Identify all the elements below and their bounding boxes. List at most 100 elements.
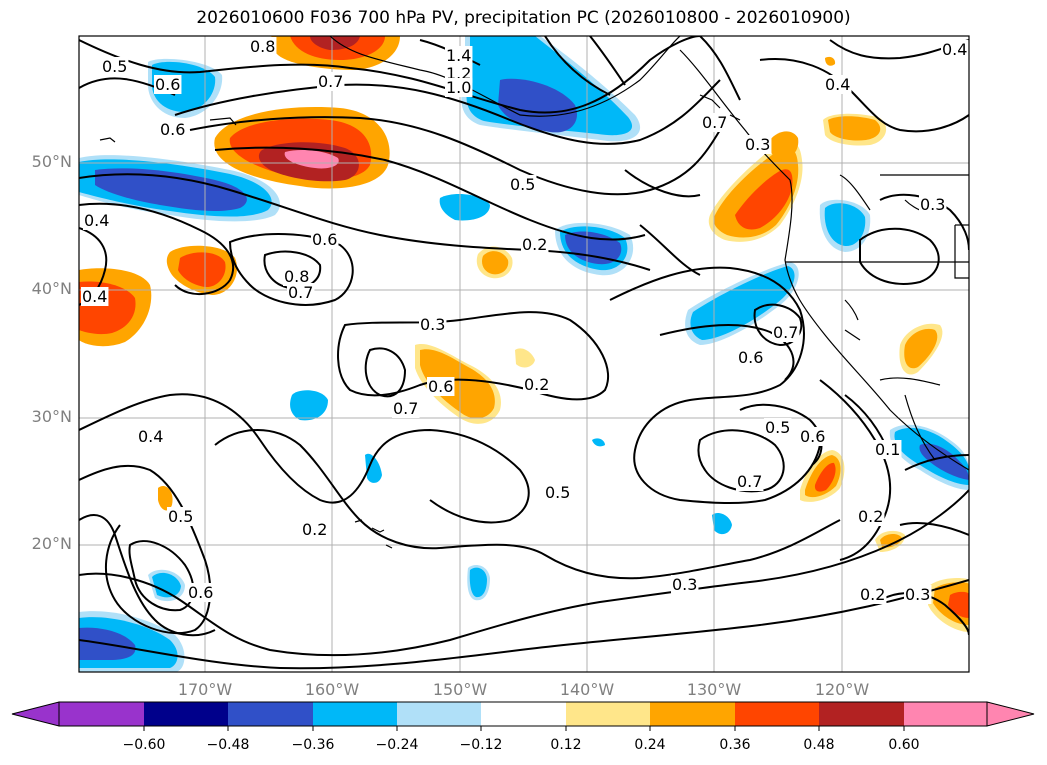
contour-label-halo <box>824 75 852 94</box>
colorbar-extend-max <box>986 701 1035 727</box>
contour-label: 0.2 <box>860 585 885 604</box>
contour-label: 0.4 <box>82 287 107 306</box>
colorbar <box>11 701 1035 731</box>
contour-label: 0.4 <box>942 40 967 59</box>
contour-label-halo <box>671 575 699 594</box>
contour-label-halo <box>521 235 549 254</box>
contour-label: 0.5 <box>510 175 535 194</box>
contour-label: 0.2 <box>524 375 549 394</box>
contour-label: 0.2 <box>858 507 883 526</box>
colorbar-bin <box>566 702 650 726</box>
lon-label: 160°W <box>304 680 360 699</box>
contour-label-halo <box>137 427 165 446</box>
contour-label: 0.7 <box>737 472 762 491</box>
contour-label: 0.6 <box>738 348 763 367</box>
contour-label-halo <box>764 418 792 437</box>
contour-label-halo <box>83 211 111 230</box>
contour-label-halo <box>154 75 182 94</box>
contour-label-halo <box>701 113 729 132</box>
colorbar-tick-label: −0.24 <box>375 737 419 753</box>
contour-label: 0.3 <box>420 315 445 334</box>
lon-label: 130°W <box>686 680 742 699</box>
contour-label-halo <box>81 287 109 306</box>
contour-label: 1.0 <box>446 78 471 97</box>
lat-label: 30°N <box>31 407 72 426</box>
map-frame <box>78 35 970 673</box>
colorbar-tick-label: −0.60 <box>122 737 166 753</box>
colorbar-tick-label: −0.12 <box>459 737 503 753</box>
contour-label-halo <box>249 37 277 56</box>
precip-positive-shading <box>79 36 969 632</box>
lat-label: 40°N <box>31 279 72 298</box>
colorbar-tick-label: 0.48 <box>803 737 835 753</box>
colorbar-tick-label: −0.36 <box>291 737 335 753</box>
contour-label-halo <box>737 348 765 367</box>
colorbar-tick-label: 0.24 <box>634 737 666 753</box>
contour-label-halo <box>874 440 902 459</box>
contour-label: 0.4 <box>825 75 850 94</box>
contour-label: 0.3 <box>745 135 770 154</box>
contour-label-halo <box>317 72 345 91</box>
contour-label-halo <box>283 267 311 286</box>
contour-label: 0.8 <box>250 37 275 56</box>
contour-label: 0.6 <box>312 230 337 249</box>
contour-label-halo <box>427 377 455 396</box>
contour-label-halo <box>301 520 329 539</box>
contour-label-halo <box>904 585 932 604</box>
contour-label-halo <box>101 57 129 76</box>
contour-label: 0.2 <box>522 235 547 254</box>
contour-label-halo <box>287 283 315 302</box>
colorbar-bin <box>59 702 144 726</box>
contour-label-halo <box>445 78 473 97</box>
contour-label: 0.5 <box>168 507 193 526</box>
contour-label: 0.7 <box>393 399 418 418</box>
lon-label: 140°W <box>559 680 615 699</box>
contour-label-halo <box>419 315 447 334</box>
contour-label: 0.7 <box>702 113 727 132</box>
colorbar-tick-label: 0.12 <box>550 737 582 753</box>
contour-label: 0.6 <box>160 120 185 139</box>
precip-negative-shading <box>79 36 969 672</box>
contour-label: 1.4 <box>446 46 471 65</box>
contour-label-halo <box>544 483 572 502</box>
contour-label-halo <box>187 583 215 602</box>
colorbar-bin <box>650 702 735 726</box>
contour-label-halo <box>167 507 195 526</box>
colorbar-bin <box>819 702 904 726</box>
graticule <box>79 36 969 672</box>
coastlines <box>99 36 969 549</box>
contour-label: 0.8 <box>284 267 309 286</box>
page-title: 2026010600 F036 700 hPa PV, precipitatio… <box>196 8 851 28</box>
contour-label-halo <box>445 46 473 65</box>
contour-label: 0.2 <box>302 520 327 539</box>
contour-label: 0.4 <box>138 427 163 446</box>
colorbar-tick-label: 0.60 <box>888 737 920 753</box>
contour-label: 0.3 <box>905 585 930 604</box>
colorbar-tick-label: −0.48 <box>206 737 250 753</box>
colorbar-bin <box>481 702 566 726</box>
lat-label: 20°N <box>31 534 72 553</box>
contour-label: 0.7 <box>288 283 313 302</box>
contour-label-halo <box>392 399 420 418</box>
contour-label: 0.6 <box>428 377 453 396</box>
contour-label-halo <box>523 375 551 394</box>
pv-contours <box>79 36 969 670</box>
lat-label: 50°N <box>31 152 72 171</box>
contour-label: 0.4 <box>84 211 109 230</box>
colorbar-bin <box>144 702 228 726</box>
colorbar-bin <box>735 702 819 726</box>
contour-label-halo <box>311 230 339 249</box>
contour-label-halo <box>857 507 885 526</box>
contour-label: 0.5 <box>545 483 570 502</box>
contour-label: 0.5 <box>102 57 127 76</box>
lon-label: 150°W <box>432 680 488 699</box>
contour-label-halo <box>799 427 827 446</box>
colorbar-bin <box>904 702 987 726</box>
lon-label: 120°W <box>814 680 870 699</box>
lon-label: 170°W <box>177 680 233 699</box>
contour-label-halo <box>736 472 764 491</box>
contour-label: 0.1 <box>875 440 900 459</box>
contour-label: 0.3 <box>920 195 945 214</box>
contour-label-halo <box>772 323 800 342</box>
